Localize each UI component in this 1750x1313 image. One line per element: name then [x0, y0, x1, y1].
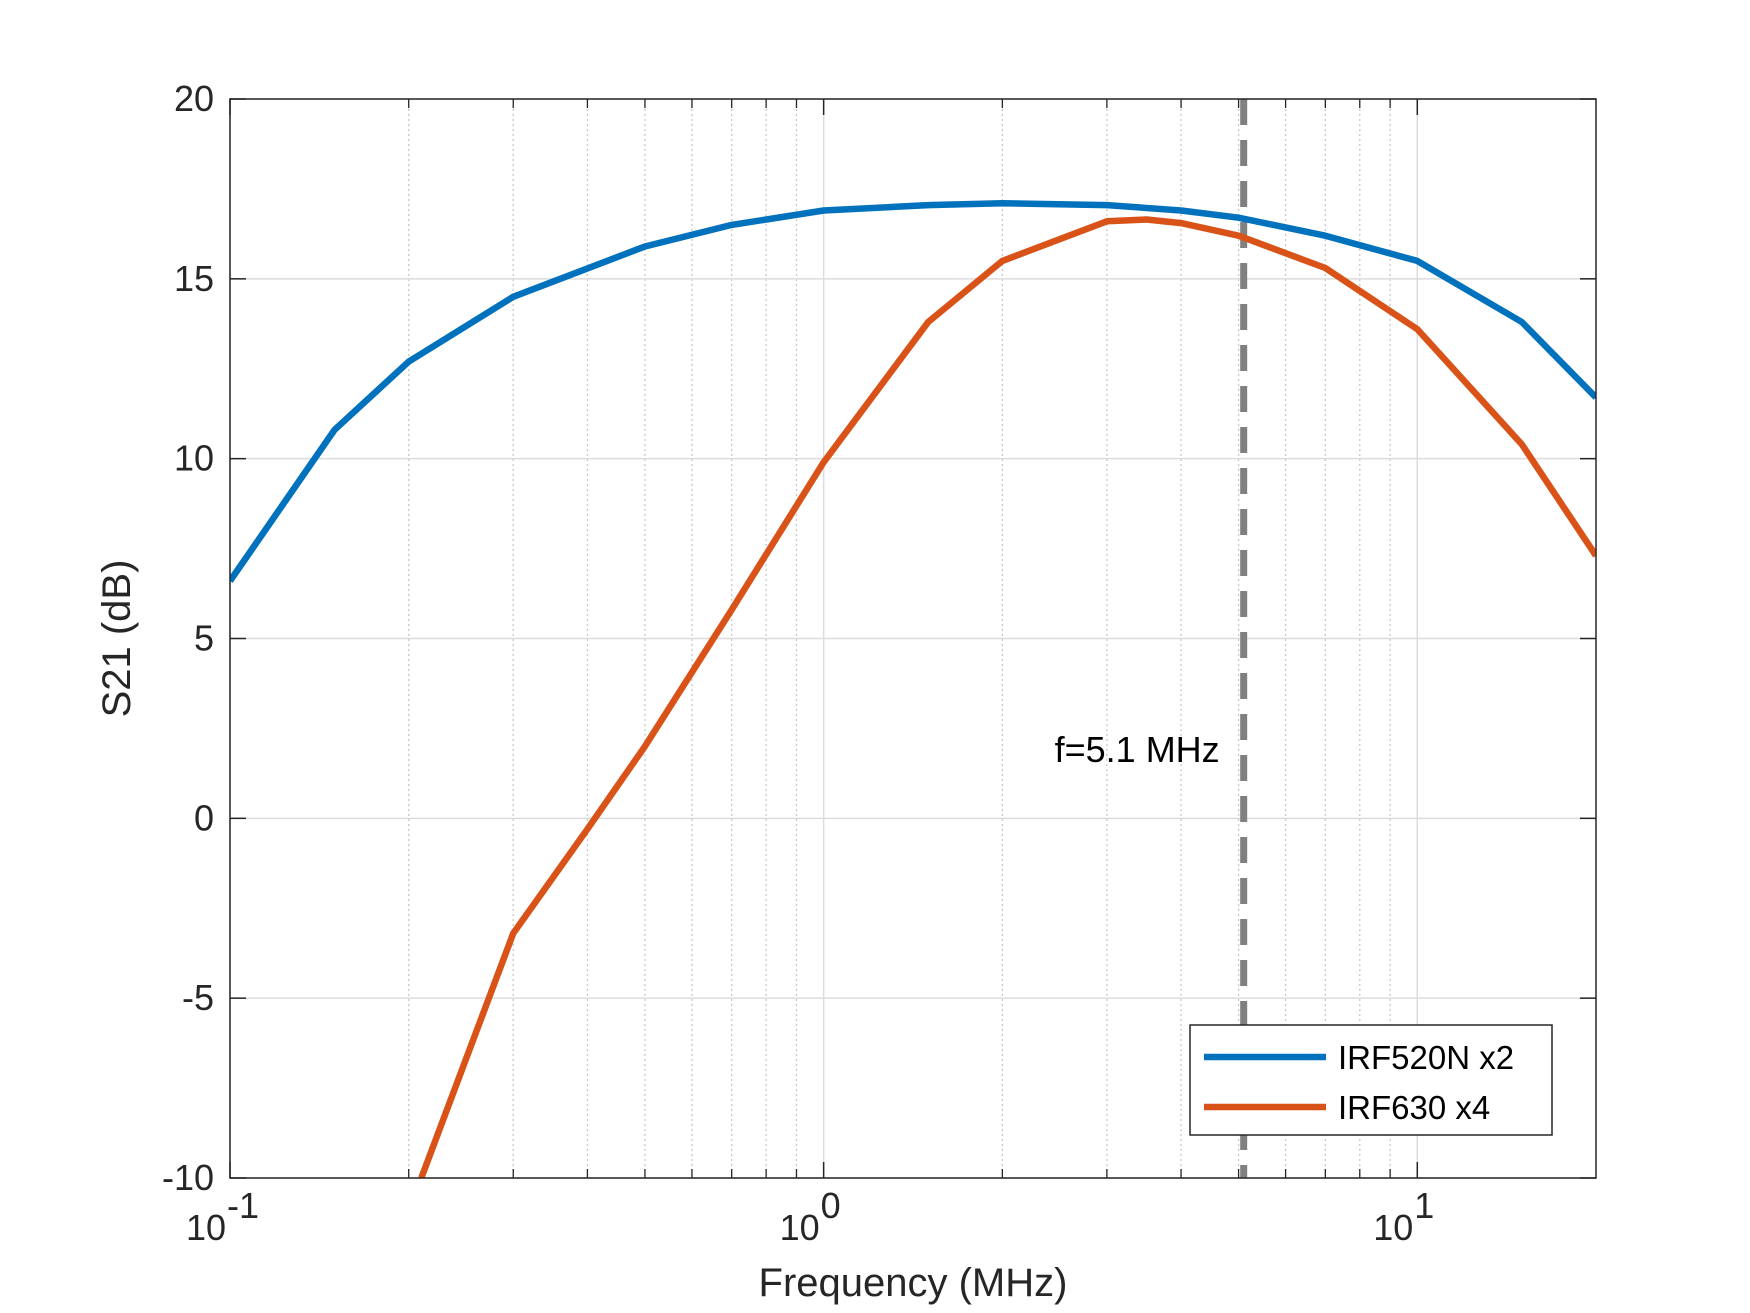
y-axis-title: S21 (dB) [95, 560, 139, 718]
x-tick-exponent: 0 [821, 1185, 841, 1226]
plot-area-frame [229, 98, 1597, 1179]
y-tick-label: 15 [174, 258, 214, 299]
y-tick-label: 20 [174, 78, 214, 119]
y-tick-label: -10 [162, 1157, 214, 1198]
y-tick-label: 0 [194, 797, 214, 838]
x-tick-base: 10 [780, 1207, 820, 1248]
x-tick-base: 10 [186, 1207, 226, 1248]
legend-label: IRF630 x4 [1338, 1089, 1490, 1126]
legend-label: IRF520N x2 [1338, 1039, 1514, 1076]
x-tick-label: 100 [780, 1185, 841, 1248]
x-tick-exponent: 1 [1414, 1185, 1434, 1226]
x-tick-label: 101 [1373, 1185, 1434, 1248]
y-tick-label: 10 [174, 438, 214, 479]
series-line-1 [230, 200, 1596, 583]
y-tick-label: -5 [182, 977, 214, 1018]
series-line-2 [418, 216, 1596, 1178]
reference-line-label: f=5.1 MHz [1055, 729, 1220, 770]
y-tick-labels: -10 -5 0 5 10 15 20 [162, 78, 214, 1198]
x-tick-label: 10-1 [186, 1185, 259, 1248]
y-tick-label: 5 [194, 618, 214, 659]
legend: IRF520N x2 IRF630 x4 [1189, 1024, 1553, 1136]
legend-box [1189, 1024, 1553, 1136]
x-axis-title: Frequency (MHz) [759, 1261, 1068, 1305]
series-group [230, 200, 1596, 1178]
x-tick-base: 10 [1373, 1207, 1413, 1248]
x-tick-exponent: -1 [227, 1185, 259, 1226]
